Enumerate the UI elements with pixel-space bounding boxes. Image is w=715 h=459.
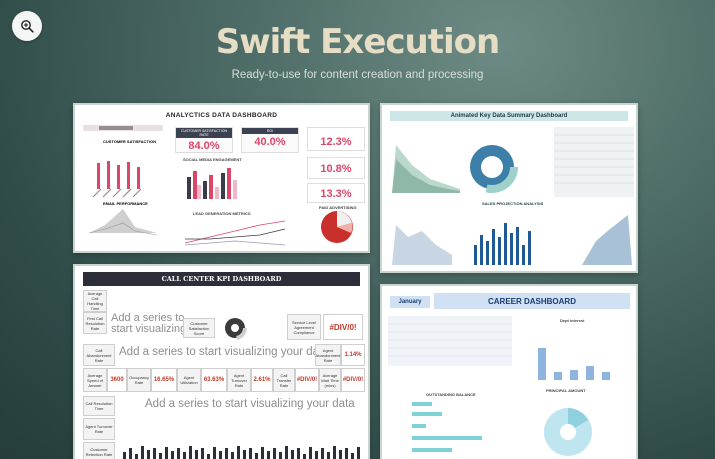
page-subtitle: Ready-to-use for content creation and pr…	[231, 69, 484, 81]
metric-label: Call Abandonment Rate	[83, 344, 115, 366]
principal-title: PRINCIPAL AMOUNT	[546, 388, 586, 393]
svg-text:EMAIL PERFORMANCE: EMAIL PERFORMANCE	[103, 201, 148, 206]
animated-title: Animated Key Data Summary Dashboard	[390, 111, 628, 121]
kpi-label: ROI	[242, 128, 298, 134]
metric-label: Average Speed of Answer	[83, 368, 107, 392]
turnover-value: 2.61%	[251, 368, 273, 392]
retention-bars-art	[123, 446, 360, 459]
metric-label: Customer Retention Rate	[83, 442, 115, 459]
speed-value: 3600	[107, 368, 127, 392]
analytics-dashboard-preview[interactable]: ANALYCTICS DATA DASHBOARD CUSTOMER SATIS…	[73, 103, 370, 253]
kpi-value: 40.0%	[254, 136, 286, 148]
metric-label: Average Call Handling Time	[83, 290, 107, 312]
wait-time-value: #DIV/0!	[341, 368, 365, 392]
dept-interest-title: Dept Interest	[560, 318, 585, 323]
metric-label: Agent Utilization	[177, 368, 201, 392]
metric-label: Occupancy Rate	[127, 368, 151, 392]
analytics-title: ANALYCTICS DATA DASHBOARD	[165, 112, 278, 119]
social-section-title: SOCIAL MEDIA ENGAGEMENT	[183, 157, 242, 162]
utilization-value: 63.63%	[201, 368, 227, 392]
metric-label: First Call Resolution Rate	[83, 312, 107, 334]
month-value: January	[390, 296, 430, 308]
lead-section-title: LEAD GENERATION METRICS	[193, 211, 251, 216]
metric-label: Call Resolution Time	[83, 396, 115, 416]
magnifier-plus-icon	[21, 20, 34, 33]
metric-label: Customer Satisfaction Score	[183, 318, 215, 338]
transfer-value: 1.14%	[341, 344, 365, 366]
kpi-label: CUSTOMER SATISFACTION RATE	[176, 128, 232, 138]
kpi-value: 12.3%	[320, 136, 352, 148]
animated-dashboard-preview[interactable]: Animated Key Data Summary Dashboard SALE…	[380, 103, 638, 273]
svg-text:CUSTOMER SATISFACTION: CUSTOMER SATISFACTION	[103, 139, 156, 144]
career-dashboard-preview[interactable]: January CAREER DASHBOARD Dept Interest O…	[380, 284, 638, 459]
analytics-chart-art: CUSTOMER SATISFACTION EMAIL PERFORMANCE	[83, 125, 353, 246]
transfer-rate-value: #DIV/0!	[295, 368, 319, 392]
zoom-button[interactable]	[12, 11, 42, 41]
page-title: Swift Execution	[215, 22, 500, 62]
chart-placeholder: Add a series to start visualizing your d…	[119, 346, 329, 358]
metric-label: Agent Turnover Rate	[227, 368, 251, 392]
sales-section-title: SALES PROJECTION ANALYSIS	[482, 201, 544, 206]
service-level-value: #DIV/0!	[323, 314, 363, 340]
gauge-art	[223, 316, 247, 340]
metric-label: Agent Abandonment Rate	[315, 344, 341, 366]
animated-chart-art	[392, 127, 634, 265]
occupancy-value: 16.65%	[151, 368, 177, 392]
metric-label: Agent Turnover Rate	[83, 418, 115, 440]
metric-label: Average Wait Time (mins)	[319, 368, 341, 392]
call-center-title: CALL CENTER KPI DASHBOARD	[83, 272, 360, 286]
kpi-value: 10.8%	[320, 163, 352, 175]
metric-label: Call Transfer Rate	[273, 368, 295, 392]
chart-placeholder: start visualizing	[111, 323, 187, 335]
metric-label: Service Level Agreement Compliance	[287, 314, 321, 340]
paid-section-title: PAID ADVERTISING	[319, 205, 357, 210]
kpi-value: 84.0%	[188, 140, 220, 152]
chart-placeholder: Add a series to start visualizing your d…	[145, 398, 355, 410]
outstanding-title: OUTSTANDING BALANCE	[426, 392, 476, 397]
career-title: CAREER DASHBOARD	[434, 293, 630, 309]
call-center-dashboard-preview[interactable]: CALL CENTER KPI DASHBOARD Average Call H…	[73, 264, 370, 459]
career-chart-art	[388, 316, 610, 456]
kpi-value: 13.3%	[320, 188, 352, 200]
chart-placeholder: Add a series to	[111, 312, 185, 324]
